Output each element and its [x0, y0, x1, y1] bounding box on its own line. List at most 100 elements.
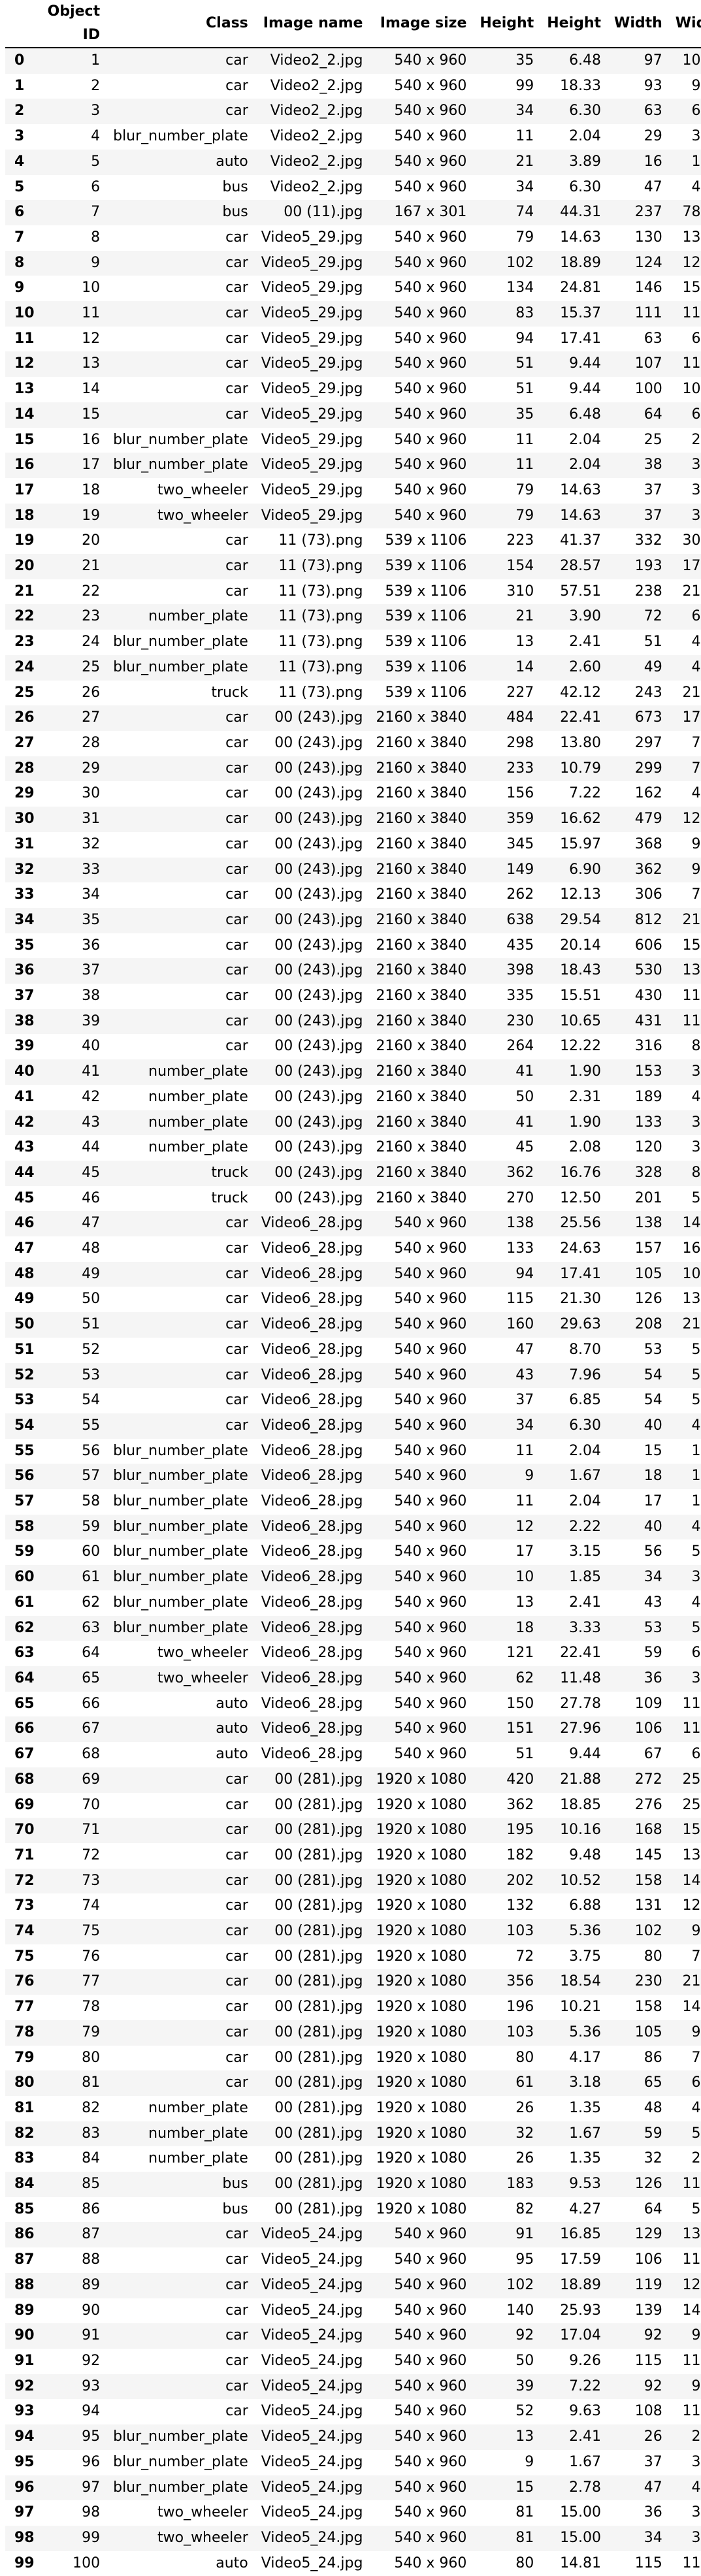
- table-cell: 27.78: [560, 1695, 602, 1712]
- table-cell: 115: [634, 2352, 662, 2369]
- table-cell: 540 x 960: [394, 2453, 467, 2470]
- column-header: Width: [614, 15, 662, 31]
- table-cell: 13.44: [682, 2226, 701, 2243]
- row-index: 13: [14, 381, 35, 398]
- table-cell: 21.97: [682, 684, 701, 701]
- table-cell: 540 x 960: [394, 406, 467, 423]
- table-cell: 66: [82, 1695, 101, 1712]
- table-cell: 11.56: [682, 305, 701, 322]
- table-cell: 1920 x 1080: [376, 2074, 467, 2091]
- table-cell: auto: [216, 1695, 248, 1712]
- table-cell: car: [225, 988, 248, 1005]
- table-cell: 75: [82, 1923, 101, 1940]
- table-cell: 105: [634, 2023, 662, 2040]
- table-cell: 540 x 960: [394, 1569, 467, 1586]
- table-cell: 36: [82, 937, 101, 954]
- table-cell: car: [225, 1215, 248, 1232]
- table-row: 7 8 car Video5_29.jpg 540 x 960 79 14.63 130 13.…: [5, 225, 701, 251]
- table-cell: 540 x 960: [394, 481, 467, 498]
- table-cell: 37: [644, 481, 662, 498]
- table-cell: blur_number_plate: [113, 2479, 248, 2496]
- table-cell: blur_number_plate: [113, 1594, 248, 1611]
- table-cell: 80: [515, 2049, 534, 2066]
- table-cell: 83: [515, 305, 534, 322]
- table-cell: 6.51: [691, 608, 701, 625]
- table-cell: 90: [82, 2302, 101, 2319]
- table-cell: 81: [515, 2529, 534, 2546]
- table-cell: car: [225, 1265, 248, 1282]
- table-cell: car: [225, 811, 248, 828]
- table-cell: blur_number_plate: [113, 634, 248, 651]
- table-cell: 48: [82, 1240, 101, 1257]
- table-cell: 2160 x 3840: [376, 760, 467, 777]
- table-cell: 00 (281).jpg: [274, 2074, 363, 2091]
- row-index: 97: [14, 2504, 35, 2521]
- table-cell: 3.96: [691, 457, 701, 474]
- table-cell: 45: [515, 1139, 534, 1156]
- table-cell: 93: [644, 77, 662, 94]
- table-row: 47 48 car Video6_28.jpg 540 x 960 133 24.63 157…: [5, 1236, 701, 1262]
- table-cell: 18: [82, 481, 101, 498]
- table-cell: 2160 x 3840: [376, 1063, 467, 1080]
- table-cell: 2160 x 3840: [376, 734, 467, 751]
- table-cell: 14: [515, 658, 534, 675]
- table-row: 79 80 car 00 (281).jpg 1920 x 1080 80 4.17 86 7.…: [5, 2045, 701, 2071]
- table-row: 90 91 car Video5_24.jpg 540 x 960 92 17.04 92 9.…: [5, 2323, 701, 2349]
- table-row: 32 33 car 00 (243).jpg 2160 x 3840 149 6.90 362…: [5, 857, 701, 883]
- table-cell: 9.69: [691, 77, 701, 94]
- table-cell: 6.67: [691, 406, 701, 423]
- table-row: 46 47 car Video6_28.jpg 540 x 960 138 25.56 138…: [5, 1211, 701, 1237]
- table-cell: 17: [82, 457, 101, 474]
- table-cell: 103: [506, 2023, 534, 2040]
- table-cell: Video6_28.jpg: [261, 1720, 363, 1737]
- table-cell: 479: [634, 811, 662, 828]
- row-index: 87: [14, 2251, 35, 2268]
- table-row: 68 69 car 00 (281).jpg 1920 x 1080 420 21.88 27…: [5, 1767, 701, 1793]
- table-cell: 92: [82, 2352, 101, 2369]
- table-cell: 208: [634, 1316, 662, 1333]
- table-cell: 9.26: [569, 2352, 602, 2369]
- table-cell: 139: [634, 2302, 662, 2319]
- table-cell: 26: [644, 2428, 662, 2445]
- table-cell: 540 x 960: [394, 2276, 467, 2293]
- table-cell: 33: [82, 861, 101, 878]
- row-index: 15: [14, 431, 35, 448]
- table-cell: 129: [634, 2226, 662, 2243]
- table-cell: 230: [506, 1012, 534, 1029]
- row-index: 54: [14, 1417, 35, 1434]
- table-cell: 50: [82, 1291, 101, 1308]
- table-cell: two_wheeler: [157, 481, 248, 498]
- table-cell: Video6_28.jpg: [261, 1442, 363, 1459]
- table-cell: 18.85: [560, 1796, 602, 1813]
- table-cell: 00 (243).jpg: [274, 962, 363, 979]
- table-cell: 2160 x 3840: [376, 1189, 467, 1206]
- row-index: 44: [14, 1164, 35, 1181]
- table-cell: car: [225, 1316, 248, 1333]
- table-cell: 233: [506, 760, 534, 777]
- row-index: 5: [14, 178, 25, 195]
- table-cell: 540 x 960: [394, 103, 467, 120]
- table-cell: blur_number_plate: [113, 128, 248, 145]
- table-cell: 539 x 1106: [385, 634, 467, 651]
- table-cell: 243: [634, 684, 662, 701]
- table-cell: 77: [82, 1973, 101, 1990]
- table-cell: car: [225, 1999, 248, 2016]
- table-cell: 12.22: [560, 1038, 602, 1055]
- table-cell: 1920 x 1080: [376, 1846, 467, 1863]
- table-cell: 18.89: [560, 2276, 602, 2293]
- table-row: 73 74 car 00 (281).jpg 1920 x 1080 132 6.88 131…: [5, 1893, 701, 1920]
- table-cell: 34: [515, 103, 534, 120]
- row-index: 11: [14, 330, 35, 347]
- table-cell: car: [225, 1948, 248, 1965]
- table-cell: 64: [82, 1645, 101, 1662]
- table-row: 77 78 car 00 (281).jpg 1920 x 1080 196 10.21 15…: [5, 1995, 701, 2020]
- table-row: 82 83 number_plate 00 (281).jpg 1920 x 1080 3…: [5, 2121, 701, 2147]
- table-cell: 43: [82, 1114, 101, 1131]
- table-cell: 1920 x 1080: [376, 2150, 467, 2167]
- table-cell: 26: [82, 684, 101, 701]
- table-cell: 7.22: [569, 785, 602, 802]
- table-cell: 316: [634, 1038, 662, 1055]
- row-index: 26: [14, 709, 35, 726]
- table-cell: 6.90: [569, 861, 602, 878]
- table-cell: car: [225, 1973, 248, 1990]
